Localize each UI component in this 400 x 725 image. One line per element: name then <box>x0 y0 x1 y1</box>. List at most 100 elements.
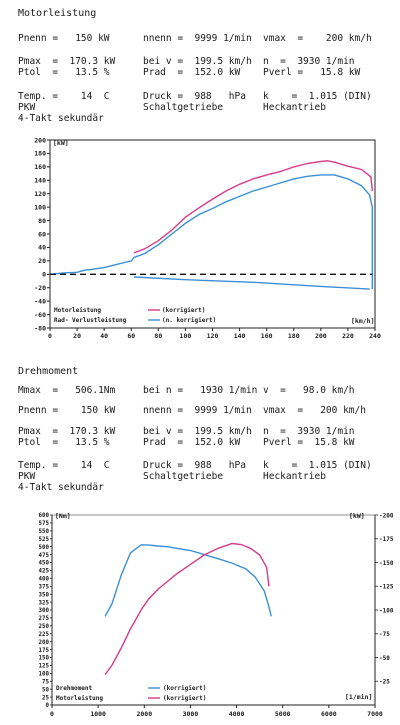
s2-r4-c2: k = 1.015 (DIN) <box>263 460 372 471</box>
chart2-ytick-label: 75 <box>42 679 49 685</box>
s1-r4-c1: Schaltgetriebe <box>143 102 224 113</box>
s1-r3-c2: k = 1.015 (DIN) <box>263 91 372 102</box>
s1-r0-c0: Pnenn = 150 kW <box>18 33 110 44</box>
chart2-ytick-label: 500 <box>39 545 50 551</box>
chart1-ytick-label: 140 <box>34 177 46 185</box>
s2-r2-c0: Pmax = 170.3 kW <box>18 426 116 437</box>
s2-r4-c0: Temp. = 14 C <box>18 460 110 471</box>
chart2-ytick-label: 125 <box>39 664 50 670</box>
s1-r3-c0: Temp. = 14 C <box>18 91 110 102</box>
chart2-ytick-label: 325 <box>39 600 50 606</box>
chart2-y2tick-label: -75 <box>379 631 390 638</box>
chart1-series-2 <box>133 276 370 290</box>
chart1-ytick-label: 200 <box>34 136 46 144</box>
chart1-xtick-label: 240 <box>369 332 381 340</box>
chart2-ytick-label: 50 <box>42 687 49 693</box>
s2-r3-c0: Ptol = 13.5 % <box>18 437 110 448</box>
chart1-x-unit: [km/h] <box>351 317 374 325</box>
chart2-x-unit: [1/min] <box>345 693 372 701</box>
chart1-xtick-label: 160 <box>261 332 273 340</box>
chart2-ytick-label: 525 <box>39 537 50 543</box>
chart2-ytick-label: 200 <box>39 640 50 646</box>
s1-r2-c0: Ptol = 13.5 % <box>18 67 110 78</box>
s2-line4: 4-Takt sekundär <box>18 482 104 493</box>
chart1-xtick-label: 100 <box>180 332 192 340</box>
chart2-ytick-label: 275 <box>39 616 50 622</box>
s2-r2-c2: n = 3930 1/min <box>263 426 355 437</box>
chart2-y2tick-label: -150 <box>379 560 394 567</box>
chart2-xtick-label: 6000 <box>321 710 337 718</box>
s1-r1-c2: n = 3930 1/min <box>263 56 355 67</box>
s1-r4-c2: Heckantrieb <box>263 102 326 113</box>
chart1-ytick-label: -20 <box>34 284 46 292</box>
chart2-y2-unit: [kW] <box>349 512 365 520</box>
chart1-ytick-label: 80 <box>38 217 46 225</box>
chart1-xtick-label: 60 <box>127 332 135 340</box>
s1-r1-c1: bei v = 199.5 km/h <box>143 56 252 67</box>
chart1-xtick-label: 20 <box>73 332 81 340</box>
chart1-ytick-label: 160 <box>34 163 46 171</box>
chart2-xtick-label: 0 <box>50 710 54 718</box>
s2-r5-c2: Heckantrieb <box>263 471 326 482</box>
chart2-ytick-label: 600 <box>39 513 50 519</box>
chart1-ytick-label: 20 <box>38 257 46 265</box>
s1-r2-c1: Prad = 152.0 kW <box>143 67 241 78</box>
chart2-ytick-label: 575 <box>39 521 50 527</box>
s2-r4-c1: Druck = 988 hPa <box>143 460 246 471</box>
chart2-y2tick-label: -100 <box>379 607 394 614</box>
chart2-y2tick-label: -175 <box>379 536 394 543</box>
s1-r0-c1: nnenn = 9999 1/min <box>143 33 252 44</box>
chart2-xtick-label: 1000 <box>90 710 106 718</box>
chart2-legend-sub-1: (korrigiert) <box>163 695 206 702</box>
chart2-xtick-label: 5000 <box>275 710 291 718</box>
chart1-ytick-label: -40 <box>34 297 46 305</box>
chart2-legend-sub-0: (korrigiert) <box>163 685 206 692</box>
chart1-ytick-label: -80 <box>34 324 46 332</box>
chart1-ytick-label: 0 <box>42 271 46 279</box>
chart2-ytick-label: 225 <box>39 632 50 638</box>
s1-r4-c0: PKW <box>18 102 36 113</box>
s2-r0-c0: Mmax = 506.1Nm <box>18 385 116 396</box>
chart1-xtick-label: 40 <box>100 332 108 340</box>
chart1-xtick-label: 80 <box>154 332 162 340</box>
chart2-xtick-label: 4000 <box>229 710 245 718</box>
s1-line4: 4-Takt sekundär <box>18 113 104 124</box>
chart1-ytick-label: 100 <box>34 203 46 211</box>
section2-heading: Drehmoment <box>18 366 79 377</box>
chart2-ytick-label: 350 <box>39 592 50 598</box>
s2-r3-c2: Pverl = 15.8 kW <box>263 437 355 448</box>
s1-r1-c0: Pmax = 170.3 kW <box>18 56 116 67</box>
chart1-legend-label-0: Motorleistung <box>54 307 101 314</box>
chart2-ytick-label: 25 <box>42 695 49 701</box>
chart1-legend-sub-0: (korrigiert) <box>162 307 205 314</box>
s2-r5-c0: PKW <box>18 471 36 482</box>
chart2-ytick-label: 375 <box>39 584 50 590</box>
chart2-series-1 <box>104 542 270 676</box>
chart1-xtick-label: 220 <box>342 332 354 340</box>
s1-r0-c2: vmax = 200 km/h <box>263 33 372 44</box>
chart1-series-1 <box>49 174 373 275</box>
chart1-ytick-label: 180 <box>34 150 46 158</box>
chart2-ytick-label: 100 <box>39 672 50 678</box>
chart2-ytick-label: 450 <box>39 561 50 567</box>
s2-r1-c2: vmax = 200 km/h <box>263 405 366 416</box>
chart1-xtick-label: 200 <box>315 332 327 340</box>
chart2-legend-label-0: Drehmoment <box>56 685 93 692</box>
s2-r1-c0: Pnenn = 150 kW <box>18 405 116 416</box>
chart2-y2tick-label: -125 <box>379 584 394 591</box>
chart1-xtick-label: 140 <box>234 332 246 340</box>
s2-r2-c1: bei v = 199.5 km/h <box>143 426 252 437</box>
chart2-y2tick-label: -25 <box>379 679 390 686</box>
chart1-ytick-label: 60 <box>38 230 46 238</box>
chart1-y-unit: [kW] <box>53 139 69 147</box>
chart2-xtick-label: 3000 <box>183 710 199 718</box>
chart2-ytick-label: 150 <box>39 656 50 662</box>
s1-r2-c2: Pverl = 15.8 kW <box>263 67 361 78</box>
chart1-xtick-label: 180 <box>288 332 300 340</box>
s2-r1-c1: nnenn = 9999 1/min <box>143 405 252 416</box>
chart1-series-0 <box>133 160 373 254</box>
chart2-ytick-label: 475 <box>39 553 50 559</box>
s2-r3-c1: Prad = 152.0 kW <box>143 437 241 448</box>
chart1-frame <box>49 139 376 329</box>
chart1-legend-sub-1: (n. korrigiert) <box>162 317 216 324</box>
